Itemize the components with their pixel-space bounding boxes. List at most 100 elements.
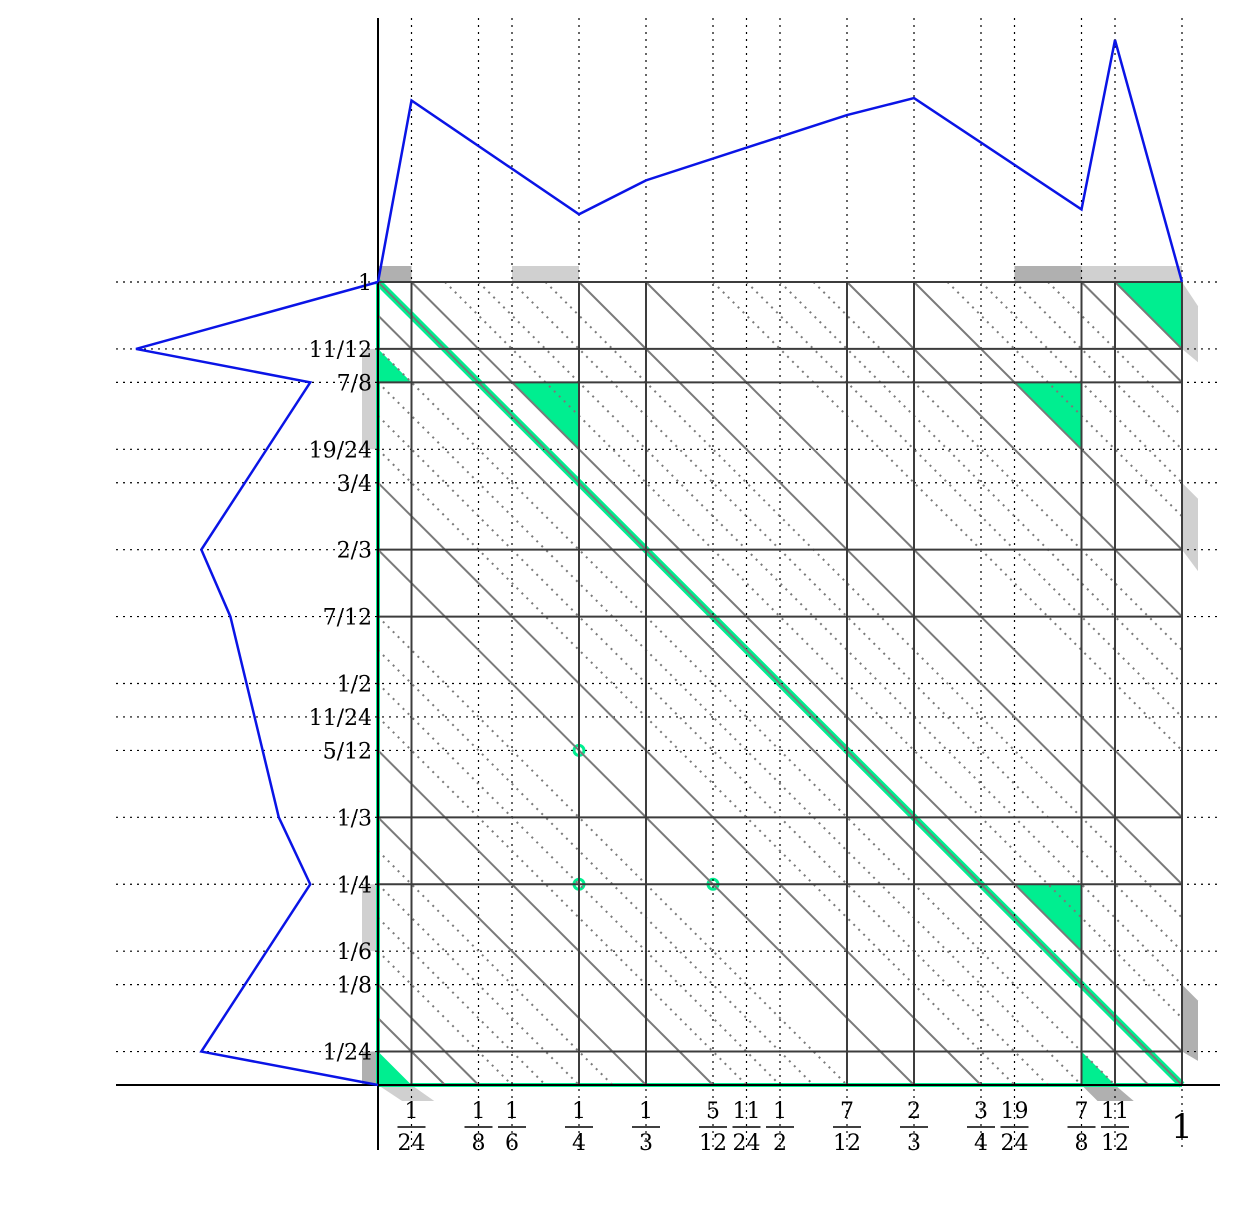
x-axis-end-label: 1 [1171,1107,1193,1147]
x-tick-label: 13 [631,1099,660,1156]
y-tick-label: 11/24 [309,706,372,731]
y-tick-label: 1/4 [337,873,372,898]
bottom-shadow-band [1081,1085,1134,1101]
x-tick-numerator: 1 [472,1099,486,1124]
x-tick-denominator: 3 [639,1131,653,1156]
x-tick-numerator: 7 [840,1099,854,1124]
x-tick-label: 23 [900,1099,929,1156]
diagonal-solid [846,281,1183,618]
y-tick-label: 1/6 [337,940,372,965]
x-tick-label: 712 [832,1099,861,1156]
x-tick-denominator: 2 [773,1131,787,1156]
x-tick-label: 78 [1067,1099,1096,1156]
x-tick-label: 12 [766,1099,794,1156]
diagonal-dotted [377,716,748,1086]
diagonal-dotted [377,950,513,1086]
diagonal-solid [377,983,480,1086]
x-tick-denominator: 12 [833,1131,861,1156]
highlight-triangle [378,348,412,383]
x-tick-numerator: 19 [1001,1099,1029,1124]
axes-layer [116,18,1220,1150]
diagonal-solid [377,749,714,1086]
diagonal-dotted [377,448,1016,1086]
left-shadow-band [362,884,378,952]
highlight-triangle [1081,1051,1116,1085]
shadow-layer [362,266,1198,1101]
left-shadow-band [362,1051,378,1085]
diagonal-dotted [745,281,1183,718]
x-tick-numerator: 2 [907,1099,921,1124]
x-tick-numerator: 1 [405,1099,419,1124]
y-tick-label: 1/2 [337,673,372,698]
diagonal-solid [913,281,1183,551]
x-tick-numerator: 7 [1075,1099,1089,1124]
x-tick-numerator: 3 [974,1099,988,1124]
y-tick-label: 5/12 [323,739,372,764]
diagonal-dotted [377,381,1083,1086]
x-tick-denominator: 8 [1075,1131,1089,1156]
x-tick-denominator: 8 [472,1131,486,1156]
y-tick-label: 1 [358,271,372,296]
diagonal-solid [578,281,1183,885]
y-tick-label: 19/24 [309,438,372,463]
diagonal-solid [1114,281,1183,350]
dotted-guide-layer [116,18,1222,1150]
diagonal-solid [377,314,1150,1086]
left-shadow-band [362,348,378,450]
diagonal-layer [377,281,1183,1086]
y-tick-label: 3/4 [337,472,372,497]
right-shadow-band [1182,482,1198,572]
diagonal-solid [410,281,1183,1053]
x-tick-denominator: 6 [505,1131,519,1156]
top-shadow-band [1081,266,1182,282]
diagonal-solid [377,482,982,1086]
x-tick-denominator: 24 [732,1131,760,1156]
x-tick-denominator: 24 [398,1131,426,1156]
x-tick-numerator: 1 [773,1099,787,1124]
highlight-triangle [378,1051,412,1085]
top-shadow-band [512,266,579,282]
diagonal-dotted [812,281,1183,651]
diagonal-solid [377,816,647,1086]
diagonal-dotted [377,348,1116,1086]
x-tick-label: 18 [464,1099,493,1156]
diagonal-dotted [444,281,1183,1019]
x-tick-label: 34 [967,1099,995,1156]
diagonal-dotted [477,281,1183,986]
y-tick-label: 1/24 [323,1041,372,1066]
right-shadow-band [1182,984,1198,1061]
diagonal-dotted [377,649,815,1086]
x-tick-denominator: 24 [1001,1131,1029,1156]
x-tick-label: 124 [397,1099,426,1156]
right-shadow-band [1182,282,1198,363]
x-tick-numerator: 1 [505,1099,519,1124]
x-tick-numerator: 11 [1101,1099,1129,1124]
y-tick-label: 1/8 [337,974,372,999]
x-tick-denominator: 4 [974,1131,988,1156]
y-tick-label: 1/3 [337,806,372,831]
top-shadow-band [1014,266,1082,282]
x-tick-label: 14 [565,1099,593,1156]
diagonal-dotted [377,850,614,1086]
top-profile-curve [376,39,1184,283]
diagonal-dotted [712,281,1183,752]
profile-layer [135,39,1184,1087]
diagonal-dotted [1013,281,1183,450]
y-tick-label: 11/12 [309,338,372,363]
x-tick-numerator: 1 [572,1099,586,1124]
top-shadow-band [378,266,412,282]
x-tick-numerator: 11 [732,1099,760,1124]
diagonal-solid [1080,281,1183,384]
x-tick-denominator: 12 [699,1131,727,1156]
y-tick-label: 7/12 [323,606,372,631]
bottom-shadow-band [378,1085,435,1101]
x-tick-denominator: 12 [1101,1131,1129,1156]
diagonal-dotted [779,281,1183,685]
x-tick-label: 512 [699,1099,728,1156]
diagonal-main [377,281,1183,1086]
x-tick-numerator: 5 [706,1099,720,1124]
